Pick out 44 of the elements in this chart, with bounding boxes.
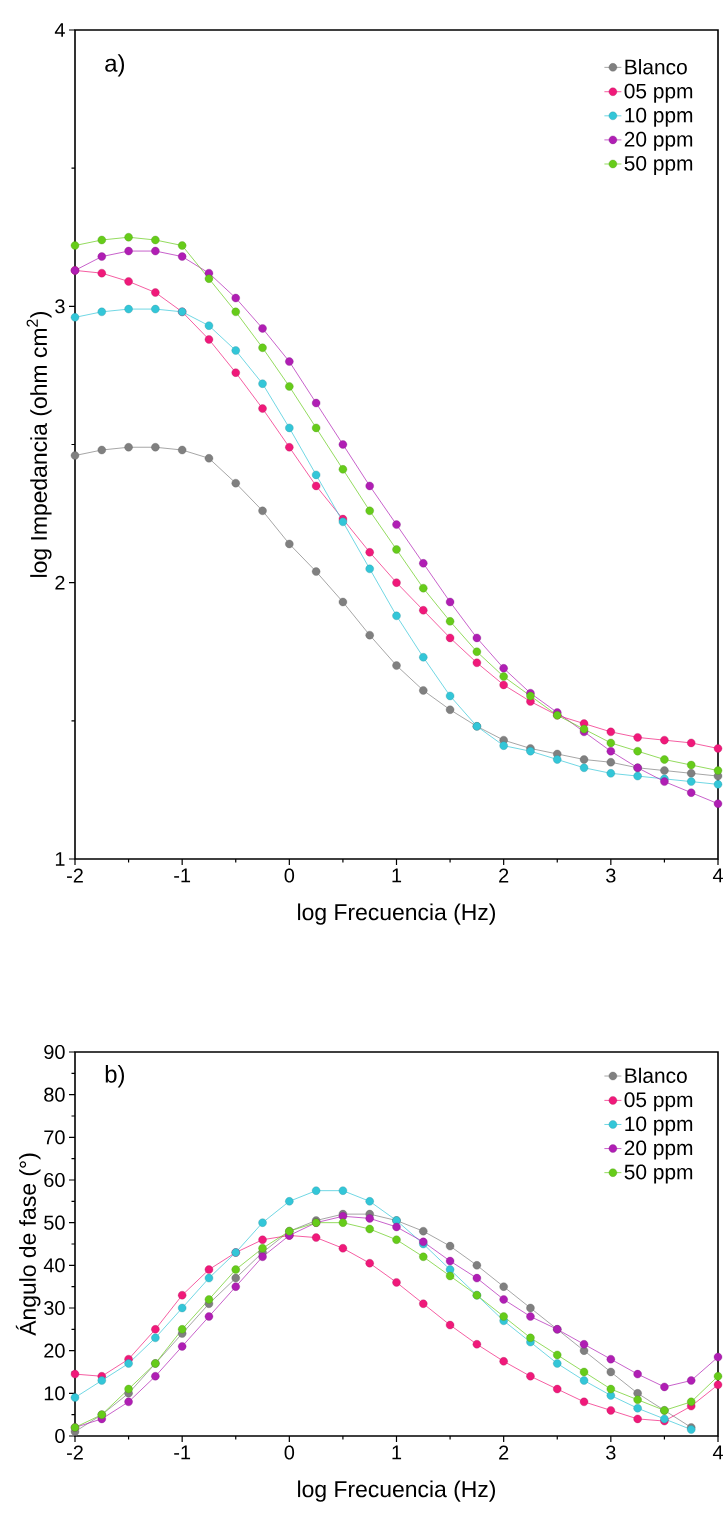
y-tick-label: 40 [43,1258,65,1273]
legend-label: 10 ppm [625,107,693,127]
legend-label: 20 ppm [624,131,693,151]
y-tick-label: 80 [44,1087,65,1102]
y-tick-label: 70 [44,1130,65,1145]
legend-label: 05 ppm [624,1092,693,1112]
annotation: a) [105,54,125,77]
y-axis-title: log Impedancia (ohm cm$^{2}$) [26,311,52,577]
x-tick-label: 0 [284,868,295,883]
y-tick-label: 2 [55,575,65,590]
x-tick-label: 2 [499,868,509,883]
x-tick-label: -1 [174,868,191,883]
x-tick-label: -2 [67,1445,83,1460]
x-tick-label: 0 [284,1445,295,1460]
y-tick-label: 1 [55,852,65,866]
x-tick-label: 2 [499,1445,509,1460]
y-tick-label: 50 [44,1215,65,1230]
x-tick-label: 4 [712,868,723,883]
y-tick-label: 4 [54,23,65,37]
annotation: b) [105,1065,125,1088]
legend-label: Blanco [625,59,687,75]
x-axis-title: log Frecuencia (Hz) [298,1480,495,1502]
y-tick-label: 10 [44,1386,65,1401]
legend-label: 50 ppm [624,155,693,175]
y-tick-label: 3 [55,299,65,314]
y-tick-label: 20 [44,1343,65,1358]
x-axis-title: log Frecuencia (Hz) [298,903,495,925]
x-tick-label: 3 [606,868,616,883]
legend-label: 05 ppm [624,83,693,103]
x-tick-label: 1 [392,1445,402,1460]
x-tick-label: 4 [712,1445,723,1460]
x-tick-label: -1 [174,1445,191,1460]
y-axis-title: Ángulo de fase (°) [15,1153,41,1336]
legend-label: 20 ppm [624,1140,693,1160]
legend-label: 10 ppm [625,1116,693,1136]
legend-label: 50 ppm [624,1164,693,1184]
y-tick-label: 60 [44,1172,65,1188]
y-tick-label: 0 [55,1428,65,1444]
x-tick-label: 3 [606,1445,616,1460]
x-tick-label: 1 [392,868,402,883]
y-tick-label: 30 [44,1300,65,1316]
legend-label: Blanco [625,1067,687,1084]
y-tick-label: 90 [44,1044,65,1060]
x-tick-label: -2 [67,868,83,883]
